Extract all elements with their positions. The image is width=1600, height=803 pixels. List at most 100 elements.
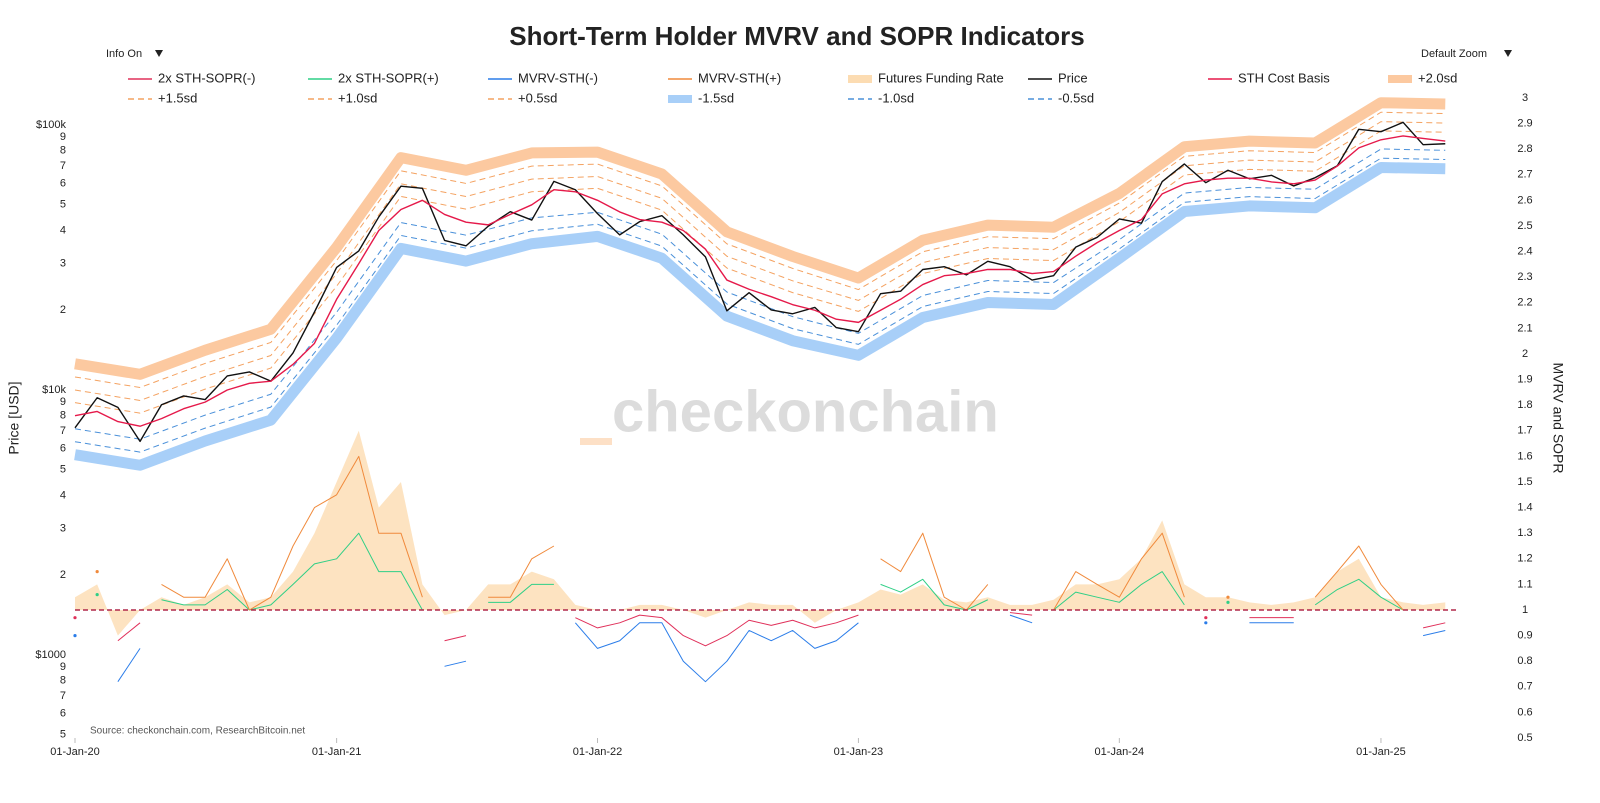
legend-label: +1.5sd [158, 90, 197, 105]
series-line [880, 532, 989, 611]
y-tick-label: 5 [60, 729, 66, 741]
series-line [161, 455, 423, 611]
y2-tick-label: 2.6 [1517, 194, 1532, 206]
y2-tick-label: 2.1 [1517, 322, 1532, 334]
y2-tick-label: 1 [1522, 604, 1528, 616]
x-tick-label: 01-Jan-20 [50, 746, 100, 758]
y-tick-label: 7 [60, 425, 66, 437]
y-tick-label: 5 [60, 464, 66, 476]
y-tick-label: 9 [60, 396, 66, 408]
source-note: Source: checkonchain.com, ResearchBitcoi… [90, 726, 305, 737]
series-line [444, 635, 467, 642]
series-line [488, 545, 555, 598]
legend-label: -1.5sd [698, 90, 734, 105]
series-line [574, 622, 859, 683]
y-tick-label: 8 [60, 675, 66, 687]
series-line [161, 532, 423, 611]
y2-tick-label: 1.6 [1517, 450, 1532, 462]
y-tick-label: 9 [60, 131, 66, 143]
chart-title: Short-Term Holder MVRV and SOPR Indicato… [509, 21, 1084, 51]
y2-tick-label: 2.9 [1517, 118, 1532, 130]
y2-tick-label: 2.7 [1517, 169, 1532, 181]
series-line [1423, 622, 1446, 629]
series-line [1423, 629, 1446, 637]
series-line [1009, 612, 1033, 616]
y-tick-label: 8 [60, 145, 66, 157]
y-tick-label: 6 [60, 443, 66, 455]
legend-label: +0.5sd [518, 90, 557, 105]
series-point [95, 593, 99, 597]
series-line [1053, 532, 1185, 611]
series-line [575, 614, 859, 647]
y2-tick-label: 2.8 [1517, 143, 1532, 155]
y2-tick-label: 0.8 [1517, 655, 1532, 667]
y-axis-label: Price [USD] [6, 381, 22, 454]
y-tick-label: 3 [60, 522, 66, 534]
y-tick-label: 7 [60, 160, 66, 172]
series-point [1204, 621, 1208, 625]
y2-tick-label: 1.1 [1517, 578, 1532, 590]
info-toggle-label[interactable]: Info On [106, 48, 142, 60]
x-tick-label: 01-Jan-25 [1356, 746, 1406, 758]
series-line [880, 578, 989, 611]
series-line [488, 583, 554, 603]
y-tick-label: 4 [60, 489, 66, 501]
series-point [73, 616, 77, 620]
x-tick-label: 01-Jan-22 [573, 746, 623, 758]
y2-tick-label: 1.8 [1517, 399, 1532, 411]
series-point [1226, 600, 1230, 604]
zoom-select-label[interactable]: Default Zoom [1421, 48, 1487, 60]
y2-tick-label: 2.2 [1517, 297, 1532, 309]
y-tick-label: $100k [36, 119, 66, 131]
series-point [73, 634, 77, 638]
y2-tick-label: 2.4 [1517, 246, 1532, 258]
y-tick-label: 6 [60, 178, 66, 190]
series-line [1009, 614, 1033, 624]
series-point [1226, 595, 1230, 599]
dropdown-arrow[interactable] [1504, 50, 1512, 57]
legend-label: MVRV-STH(-) [518, 70, 598, 85]
y-tick-label: 3 [60, 257, 66, 269]
series-line [117, 622, 141, 642]
y2-tick-label: 2.5 [1517, 220, 1532, 232]
y-tick-label: 6 [60, 708, 66, 720]
series-point [95, 570, 99, 574]
y2-tick-label: 0.6 [1517, 706, 1532, 718]
legend-label: STH Cost Basis [1238, 70, 1330, 85]
series-point [1204, 616, 1208, 620]
y2-axis-label: MVRV and SOPR [1550, 362, 1566, 473]
series-line [1314, 545, 1404, 611]
info-toggle[interactable]: Info On [106, 48, 163, 60]
y2-tick-label: 1.4 [1517, 502, 1532, 514]
y-tick-label: 7 [60, 690, 66, 702]
legend-label: Price [1058, 70, 1088, 85]
series-line [74, 135, 1446, 427]
y2-tick-label: 1.9 [1517, 374, 1532, 386]
y2-tick-label: 2.3 [1517, 271, 1532, 283]
y-tick-label: 9 [60, 661, 66, 673]
dropdown-arrow[interactable] [155, 50, 163, 57]
series-line [1314, 578, 1404, 611]
legend-label: 2x STH-SOPR(-) [158, 70, 256, 85]
zoom-select[interactable]: Default Zoom [1421, 48, 1512, 60]
y2-tick-label: 1.2 [1517, 553, 1532, 565]
y2-tick-label: 3 [1522, 92, 1528, 104]
y2-tick-label: 1.7 [1517, 425, 1532, 437]
legend-label: -1.0sd [878, 90, 914, 105]
series-line [74, 148, 1446, 440]
series-line [74, 121, 1446, 443]
legend-label: Futures Funding Rate [878, 70, 1004, 85]
series-line [117, 648, 141, 682]
y2-tick-label: 0.7 [1517, 681, 1532, 693]
y-tick-label: 4 [60, 224, 66, 236]
funding-area [75, 430, 1446, 636]
series-line [74, 157, 1446, 453]
x-tick-label: 01-Jan-21 [312, 746, 362, 758]
y2-tick-label: 1.5 [1517, 476, 1532, 488]
series-line [444, 660, 467, 667]
y-tick-label: 2 [60, 304, 66, 316]
watermark: checkonchain [612, 379, 999, 444]
series-line [74, 97, 1446, 380]
series-line [74, 161, 1446, 471]
legend-label: 2x STH-SOPR(+) [338, 70, 439, 85]
